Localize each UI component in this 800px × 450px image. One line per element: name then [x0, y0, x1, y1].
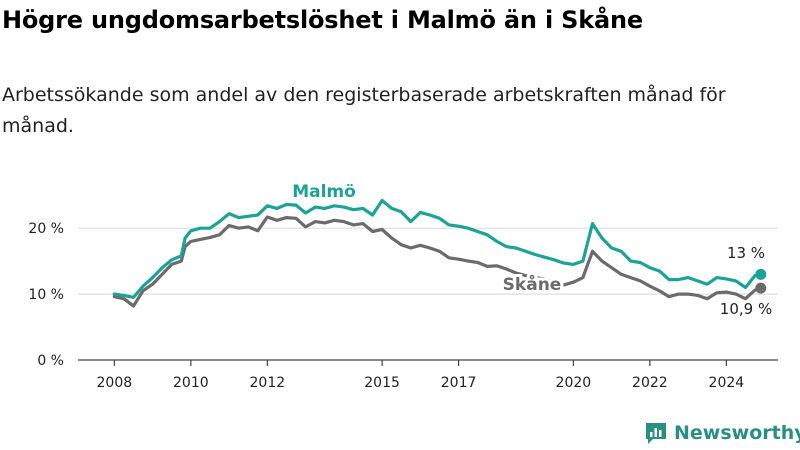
- x-tick-label: 2017: [441, 375, 477, 391]
- series-label-malmo: Malmö: [292, 182, 356, 202]
- series-line-skane: [112, 215, 763, 308]
- series-malmo: [112, 198, 767, 299]
- end-label-skane: 10,9 %: [720, 300, 772, 318]
- x-tick-label: 2010: [173, 375, 209, 391]
- series-line-malmo: [112, 198, 763, 299]
- x-tick-label: 2012: [250, 375, 286, 391]
- x-tick-label: 2008: [97, 375, 133, 391]
- x-axis: 2008 2010 2012 2015 2017 2020 2022 2024: [78, 359, 778, 391]
- brand: Newsworthy: [644, 420, 800, 446]
- end-point-skane: [755, 282, 767, 294]
- brand-name: Newsworthy: [674, 422, 800, 444]
- y-tick-label: 0 %: [37, 353, 64, 369]
- x-tick-label: 2024: [709, 375, 745, 391]
- series-label-skane: Skåne: [503, 273, 562, 295]
- chart-title: Högre ungdomsarbetslöshet i Malmö än i S…: [2, 6, 643, 34]
- x-tick-label: 2015: [364, 375, 400, 391]
- chart-subtitle: Arbetssökande som andel av den registerb…: [2, 84, 726, 137]
- x-tick-label: 2022: [632, 375, 668, 391]
- gridlines: [78, 227, 778, 295]
- y-axis: 0 % 10 % 20 %: [28, 221, 64, 369]
- y-tick-label: 10 %: [28, 287, 64, 303]
- y-tick-label: 20 %: [28, 221, 64, 237]
- x-tick-label: 2020: [556, 375, 592, 391]
- end-point-malmo: [755, 268, 767, 280]
- series-skane: [112, 215, 767, 308]
- end-label-malmo: 13 %: [727, 244, 765, 262]
- newsworthy-logo-icon: [646, 423, 666, 444]
- annotations: Malmö Skåne 13 % 10,9 %: [289, 179, 772, 318]
